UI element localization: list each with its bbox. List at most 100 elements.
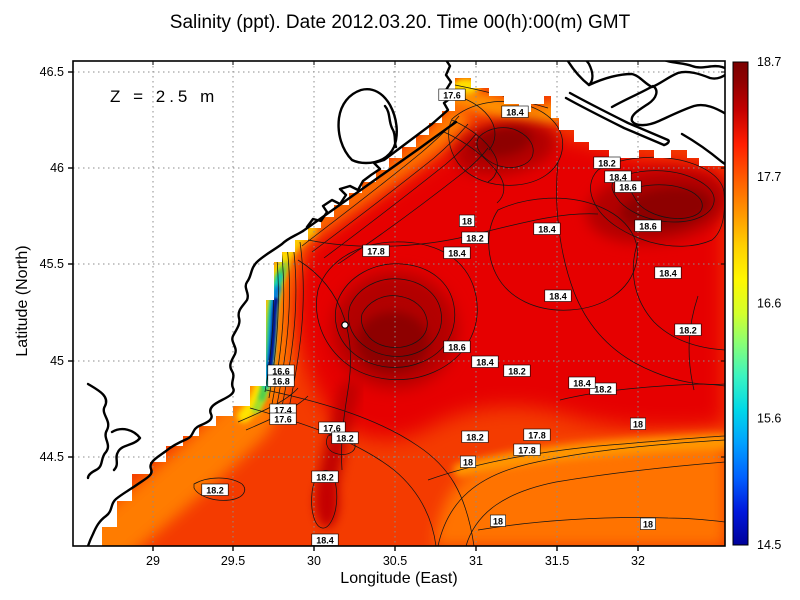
contour-labels: 17.618.418.218.418.618.61818.218.417.818…	[201, 88, 702, 546]
contour-label-value: 16.8	[272, 376, 290, 386]
contour-label: 18.6	[443, 340, 471, 353]
contour-label: 18	[630, 417, 646, 430]
contour-label: 18.4	[654, 266, 682, 279]
contour-label-value: 16.6	[272, 366, 290, 376]
contour-label: 18	[640, 517, 656, 530]
field-region	[453, 435, 725, 477]
contour-label: 17.8	[513, 443, 541, 456]
field-region	[357, 312, 429, 372]
contour-label: 18.2	[503, 364, 531, 377]
contour-label-value: 18.6	[639, 221, 657, 231]
colorbar-tick-label: 16.6	[757, 297, 781, 311]
contour-label-value: 17.6	[443, 90, 461, 100]
contour-lines	[193, 84, 725, 546]
coastline-path	[680, 132, 725, 166]
contour-label: 18	[490, 514, 506, 527]
field-region	[315, 476, 339, 528]
contour-label-value: 18	[463, 457, 473, 467]
contour-label: 18.6	[614, 180, 642, 193]
x-tick-label: 30	[307, 554, 321, 568]
x-axis-label: Longitude (East)	[340, 570, 458, 587]
contour-label-value: 18.4	[316, 535, 334, 545]
colorbar-tick-label: 14.5	[757, 538, 781, 552]
contour-label-value: 18.4	[549, 291, 567, 301]
contour-label: 18	[460, 455, 476, 468]
contour-label-value: 17.8	[367, 246, 385, 256]
contour-label-value: 17.6	[323, 423, 341, 433]
coastline-path	[110, 427, 142, 472]
contour-label-value: 18.2	[594, 384, 612, 394]
contour-label: 18.6	[634, 219, 662, 232]
contour-label-value: 18.4	[538, 224, 556, 234]
depth-annotation: Z = 2.5 m	[110, 87, 219, 106]
contour-label-value: 18	[643, 519, 653, 529]
contour-label-value: 18	[633, 419, 643, 429]
contour-label: 17.6	[438, 88, 466, 101]
contour-label-value: 18.2	[508, 366, 526, 376]
plot-frame	[72, 60, 726, 547]
coastline-path	[663, 61, 725, 70]
coastline-path	[337, 88, 398, 165]
contour-label-value: 18.2	[206, 485, 224, 495]
x-tick-label: 31	[469, 554, 483, 568]
coastline-path	[568, 91, 670, 147]
contour-label: 17.8	[523, 428, 551, 441]
contour-label: 18.2	[201, 483, 229, 496]
contour-line	[279, 243, 297, 417]
contour-label: 18.2	[311, 470, 339, 483]
field-region	[268, 298, 278, 368]
contour-label-value: 18.2	[336, 433, 354, 443]
contour-label: 18.4	[501, 105, 529, 118]
contour-line	[361, 295, 428, 348]
contour-line	[316, 241, 478, 381]
contour-label-value: 17.8	[518, 445, 536, 455]
contour-label: 18.2	[674, 323, 702, 336]
contour-label-value: 18.2	[316, 472, 334, 482]
colorbar	[732, 61, 749, 546]
contour-label: 17.6	[269, 412, 297, 425]
y-tick-label: 46.5	[40, 65, 64, 79]
contour-label: 18.4	[443, 246, 471, 259]
coastline-path	[566, 61, 594, 87]
contour-line	[323, 133, 477, 259]
contour-line	[556, 161, 725, 385]
y-tick-label: 44.5	[40, 450, 64, 464]
contour-line	[488, 197, 638, 311]
field-region	[620, 187, 712, 229]
coastline-path	[610, 84, 725, 127]
contour-line	[454, 94, 496, 151]
contour-label-value: 17.8	[528, 430, 546, 440]
contour-label-value: 18.2	[466, 233, 484, 243]
x-tick-label: 32	[631, 554, 645, 568]
coastline-path	[86, 229, 305, 546]
contour-line	[465, 461, 725, 546]
x-tick-label: 29	[146, 554, 160, 568]
colorbar-tick-label: 18.7	[757, 55, 781, 69]
contour-label: 18.2	[331, 431, 359, 444]
coastline-path	[301, 120, 458, 233]
contour-line	[443, 131, 505, 204]
contour-label-value: 18.2	[598, 158, 616, 168]
x-tick-label: 30.5	[383, 554, 407, 568]
contour-label: 18.4	[533, 222, 561, 235]
contour-label-value: 18.2	[466, 432, 484, 442]
coastline-path	[587, 70, 725, 89]
contour-line	[193, 477, 245, 501]
contour-label: 18.4	[311, 533, 339, 546]
contour-label: 18.4	[568, 376, 596, 389]
figure-title: Salinity (ppt). Date 2012.03.20. Time 00…	[169, 12, 631, 33]
contour-label: 18.2	[461, 430, 489, 443]
y-tick-label: 45	[50, 354, 64, 368]
contour-label-value: 18.4	[476, 357, 494, 367]
contour-line	[348, 278, 442, 357]
contour-label: 18.4	[544, 289, 572, 302]
contour-label-value: 18.4	[573, 378, 591, 388]
x-tick-label: 31.5	[545, 554, 569, 568]
contour-label-value: 17.4	[274, 405, 292, 415]
x-tick-label: 29.5	[221, 554, 245, 568]
contour-line	[688, 295, 699, 391]
coastline-path	[564, 96, 666, 147]
contour-label: 18	[459, 214, 475, 227]
